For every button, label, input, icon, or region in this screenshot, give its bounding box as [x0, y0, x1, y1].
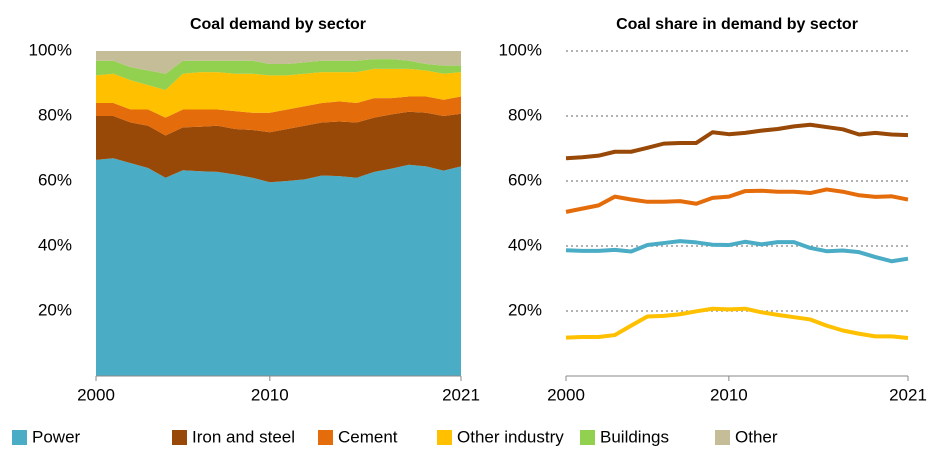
- y-tick-label: 80%: [508, 105, 542, 124]
- legend-swatch: [715, 430, 730, 445]
- y-tick-label: 100%: [499, 40, 542, 59]
- area: [96, 96, 461, 136]
- legend-swatch: [12, 430, 27, 445]
- area: [96, 51, 461, 74]
- legend-label: Buildings: [600, 427, 669, 446]
- legend-label: Other industry: [457, 427, 564, 446]
- legend-swatch: [172, 430, 187, 445]
- x-tick-label: 2010: [251, 385, 289, 404]
- line: [565, 187, 909, 214]
- chart-title: Coal demand by sector: [190, 16, 366, 33]
- line: [565, 239, 909, 264]
- legend-label: Power: [32, 427, 81, 446]
- area: [96, 111, 461, 183]
- x-tick-label: 2021: [889, 385, 927, 404]
- y-tick-label: 60%: [38, 170, 72, 189]
- x-tick-label: 2010: [710, 385, 748, 404]
- line: [565, 306, 909, 340]
- y-tick-label: 40%: [508, 235, 542, 254]
- line: [565, 122, 909, 161]
- y-tick-label: 40%: [38, 235, 72, 254]
- area: [96, 158, 461, 376]
- legend-label: Other: [735, 427, 778, 446]
- legend-label: Cement: [338, 427, 398, 446]
- chart-title: Coal share in demand by sector: [616, 16, 858, 33]
- legend-swatch: [318, 430, 333, 445]
- y-tick-label: 100%: [29, 40, 72, 59]
- legend-swatch: [437, 430, 452, 445]
- y-tick-label: 80%: [38, 105, 72, 124]
- x-tick-label: 2000: [77, 385, 115, 404]
- y-tick-label: 60%: [508, 170, 542, 189]
- y-tick-label: 20%: [508, 300, 542, 319]
- legend-label: Iron and steel: [192, 427, 295, 446]
- x-tick-label: 2021: [442, 385, 480, 404]
- area: [96, 68, 461, 118]
- area: [96, 59, 461, 90]
- x-tick-label: 2000: [547, 385, 585, 404]
- y-tick-label: 20%: [38, 300, 72, 319]
- legend-swatch: [580, 430, 595, 445]
